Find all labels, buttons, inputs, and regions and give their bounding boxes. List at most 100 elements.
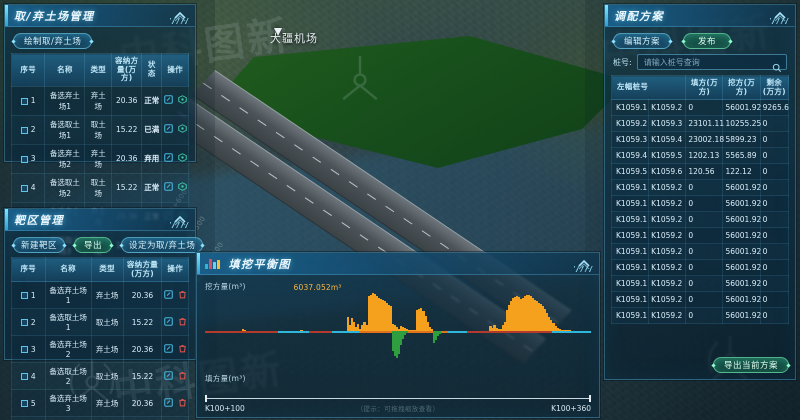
cell-volume: 20.36: [111, 85, 143, 116]
chart-bar-cut: [564, 330, 567, 331]
edit-icon[interactable]: [164, 343, 174, 353]
x-axis-tick: [589, 395, 591, 402]
table-row[interactable]: K1059.1 K1059.2 0 56001.92 0: [610, 291, 790, 309]
chart-canvas[interactable]: 挖方量(m³) 填方量(m³) 6037.052m³ K100+100 K100…: [197, 275, 599, 419]
new-target-area-button[interactable]: 新建靶区: [13, 237, 66, 253]
row-checkbox[interactable]: [20, 400, 28, 408]
panel-target-area-management: 靶区管理 新建靶区 导出 设定为取/弃土场 序号 名称 类型 容纳方量(万方) …: [4, 208, 204, 420]
table-row[interactable]: K1059.1 K1059.2 0 56001.92 0: [610, 227, 790, 245]
table-row[interactable]: 3 备选弃土场2 弃土场 20.36 弃用: [10, 143, 189, 174]
edit-icon[interactable]: [164, 153, 174, 163]
cell-remain: 0: [759, 227, 790, 245]
row-checkbox[interactable]: [20, 292, 28, 300]
cell-cut: 56001.92: [722, 227, 761, 245]
locate-icon[interactable]: [178, 153, 187, 163]
chart-bar-cut: [558, 329, 561, 331]
cell-index: 2: [10, 114, 46, 145]
edit-icon[interactable]: [164, 397, 174, 407]
chart-bar-cut: [418, 308, 421, 331]
table-row[interactable]: K1059.4 K1059.5 1202.13 5565.89 0: [610, 147, 790, 165]
delete-icon[interactable]: [178, 317, 187, 326]
table-row[interactable]: 1 备选弃土场1 弃土场 20.36 正常: [10, 85, 189, 116]
row-checkbox[interactable]: [20, 155, 28, 163]
cell-volume: 20.36: [122, 281, 163, 310]
table-row[interactable]: K1059.1 K1059.2 0 56001.92 0: [610, 211, 790, 229]
row-checkbox[interactable]: [20, 319, 28, 327]
chart-bar-cut: [353, 322, 356, 331]
row-checkbox[interactable]: [20, 373, 28, 381]
row-checkbox[interactable]: [20, 97, 28, 105]
export-current-plan-button[interactable]: 导出当前方案: [712, 357, 789, 373]
table-row[interactable]: K1059.1 K1059.2 0 56001.92 0: [610, 179, 790, 197]
cell-name: 备选弃土场2: [44, 143, 86, 174]
chart-bar-cut: [513, 297, 516, 331]
cell-index: 2: [11, 308, 46, 337]
chart-bar-cut: [359, 329, 362, 331]
row-checkbox[interactable]: [20, 126, 28, 134]
chart-bar-cut: [355, 326, 358, 331]
edit-icon[interactable]: [164, 182, 174, 192]
chart-bar-cut: [414, 330, 417, 331]
chart-bar-fill: [432, 331, 435, 343]
table-row[interactable]: K1059.1 K1059.2 0 56001.92 0: [610, 259, 790, 277]
table-row[interactable]: K1059.2 K1059.3 23101.11 10255.25 0: [610, 115, 790, 133]
chart-bar-cut: [430, 329, 433, 331]
cell-type: 弃土场: [84, 143, 113, 174]
table-row[interactable]: 1 备选弃土场1 弃土场 20.36: [11, 281, 189, 310]
chart-baseline-segment: [448, 331, 468, 333]
publish-button[interactable]: 发布: [683, 33, 732, 49]
delete-icon[interactable]: [178, 398, 187, 407]
table-row[interactable]: K1059.1 K1059.2 0 56001.92 0: [610, 275, 790, 293]
export-button[interactable]: 导出: [74, 237, 113, 253]
cell-name: 备选弃土场1: [44, 281, 92, 310]
chart-bar-cut: [528, 294, 531, 331]
edit-icon[interactable]: [164, 370, 174, 380]
header-decoration: [770, 18, 789, 24]
chart-bar-fill: [438, 331, 441, 334]
delete-icon[interactable]: [178, 290, 187, 299]
chart-bar-cut: [361, 325, 364, 331]
cell-volume: 15.22: [111, 114, 143, 145]
cell-actions: [161, 308, 189, 337]
edit-icon[interactable]: [164, 316, 174, 326]
table-row[interactable]: 2 备选取土场1 取土场 15.22: [11, 308, 189, 337]
table-row[interactable]: 4 备选取土场2 取土场 15.22 正常: [10, 172, 189, 203]
stake-search-input[interactable]: [637, 57, 786, 67]
edit-icon[interactable]: [164, 124, 174, 134]
draw-borrow-spoil-button[interactable]: 绘制取/弃土场: [13, 33, 93, 49]
table-row[interactable]: K1059.1 K1059.2 0 56001.92 0: [610, 243, 790, 261]
chart-baseline-segment: [332, 331, 360, 333]
table-row[interactable]: K1059.1 K1059.2 0 56001.92 0: [610, 195, 790, 213]
table-row[interactable]: 4 备选取土场2 取土场 15.22: [11, 362, 189, 391]
cell-cut: 56001.92: [722, 211, 761, 229]
table-wrapper-dispatch[interactable]: 左幅桩号 填方(万方) 挖方(万方) 剩余(万方) K1059.1 K1059.2…: [605, 75, 795, 363]
edit-plan-button[interactable]: 编辑方案: [613, 33, 672, 49]
set-as-borrow-spoil-button[interactable]: 设定为取/弃土场: [121, 237, 204, 253]
table-row[interactable]: K1059.1 K1059.2 0 56001.92 9265.6: [610, 99, 790, 117]
toolbar-borrow-spoil: 绘制取/弃土场: [5, 27, 195, 53]
row-checkbox[interactable]: [20, 184, 28, 192]
table-row[interactable]: K1059.3 K1059.4 23002.18 5899.23 0: [610, 131, 790, 149]
edit-icon[interactable]: [164, 289, 174, 299]
chart-bar-cut: [509, 300, 512, 331]
chart-bar-cut: [379, 298, 382, 331]
table-row[interactable]: 5 备选弃土场3 弃土场 20.36: [11, 389, 189, 418]
delete-icon[interactable]: [178, 344, 187, 353]
delete-icon[interactable]: [178, 371, 187, 380]
locate-icon[interactable]: [178, 124, 187, 134]
table-row[interactable]: 3 备选弃土场2 弃土场 20.36: [11, 335, 189, 364]
row-checkbox[interactable]: [20, 346, 28, 354]
chart-bar-fill: [400, 331, 403, 346]
table-row[interactable]: 2 备选取土场1 取土场 15.22 已满: [10, 114, 189, 145]
locate-icon[interactable]: [178, 95, 187, 105]
chart-bar-cut: [395, 326, 399, 331]
table-row[interactable]: K1059.1 K1059.2 0 56001.92 0: [610, 307, 790, 325]
edit-icon[interactable]: [164, 95, 174, 105]
table-row[interactable]: 6备选取土场3取土场15.22: [11, 416, 189, 420]
search-icon[interactable]: [772, 58, 782, 73]
table-row[interactable]: K1059.5 K1059.6 120.56 122.12 0: [610, 163, 790, 181]
chart-hint-text: （提示：可拖拽缩放查看）: [356, 405, 440, 413]
locate-icon[interactable]: [178, 182, 187, 192]
table-header-row: 序号 名称 类型 容纳方量(万方) 状态 操作: [10, 53, 189, 87]
search-box[interactable]: [636, 54, 787, 73]
